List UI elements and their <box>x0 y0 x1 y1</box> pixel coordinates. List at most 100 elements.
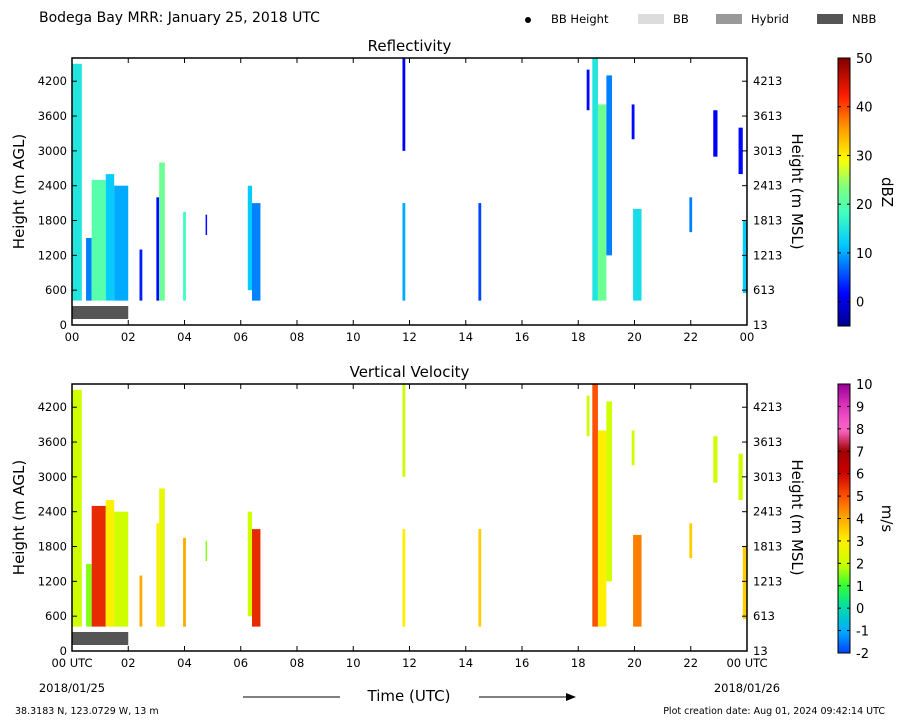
echo-cell <box>91 179 106 301</box>
legend-item: BB Height <box>525 12 609 26</box>
echo-cell <box>402 384 406 477</box>
echo-cell <box>606 401 612 582</box>
y-tick-label: 600 <box>45 283 67 297</box>
echo-cell <box>205 214 208 236</box>
y-tick-right-label: 4213 <box>753 74 782 88</box>
y-tick-label: 600 <box>45 609 67 623</box>
y-tick-right-label: 13 <box>753 318 768 332</box>
echo-cell <box>631 104 635 140</box>
y-tick-right-label: 1813 <box>753 540 782 554</box>
x-tick-label: 16 <box>515 330 530 344</box>
echo-cell <box>592 384 598 627</box>
x-tick-label: 00 UTC <box>51 656 92 670</box>
echo-cell <box>159 488 165 627</box>
y-tick-label: 0 <box>60 644 67 658</box>
echo-cell <box>72 389 82 627</box>
legend-item: BB <box>638 12 689 26</box>
figure-title: Bodega Bay MRR: January 25, 2018 UTC <box>39 10 320 26</box>
echo-cell <box>156 197 160 301</box>
colorbar-tick-label: 30 <box>856 149 873 164</box>
echo-cell <box>738 453 743 501</box>
y-tick-right-label: 1213 <box>753 248 782 262</box>
echo-cell <box>631 430 635 466</box>
y-axis-title: Height (m AGL) <box>10 460 28 575</box>
date-end-label: 2018/01/26 <box>714 681 780 695</box>
panel-title: Reflectivity <box>368 37 452 55</box>
location-label: 38.3183 N, 123.0729 W, 13 m <box>15 706 159 717</box>
colorbar-tick-label: 4 <box>856 513 864 528</box>
x-tick-label: 00 UTC <box>726 656 767 670</box>
y-tick-right-label: 613 <box>753 609 775 623</box>
echo-cell <box>86 563 92 627</box>
x-tick-label: 02 <box>121 330 136 344</box>
echo-cell <box>597 104 607 301</box>
echo-cell <box>402 529 406 627</box>
echo-cell <box>586 69 590 111</box>
legend-label: NBB <box>852 12 876 26</box>
echo-cell <box>742 546 747 620</box>
x-tick-label: 22 <box>683 330 698 344</box>
y-tick-right-label: 2413 <box>753 505 782 519</box>
echo-cell <box>252 529 261 627</box>
x-tick-label: 04 <box>177 330 192 344</box>
y-axis-title: Height (m AGL) <box>10 134 28 249</box>
date-start-label: 2018/01/25 <box>39 681 105 695</box>
legend-swatch <box>817 14 843 24</box>
colorbar-tick-label: 1 <box>856 580 864 595</box>
x-tick-label: 18 <box>571 656 586 670</box>
colorbar <box>837 57 851 327</box>
x-tick-label: 00 <box>740 330 755 344</box>
colorbar-label: dBZ <box>878 177 896 207</box>
colorbar-tick-label: 10 <box>856 378 873 393</box>
echo-cell <box>478 203 482 301</box>
bb-type-bar <box>72 632 129 645</box>
x-tick-label: 12 <box>402 330 417 344</box>
y-tick-label: 1800 <box>38 214 67 228</box>
colorbar-tick-label: 50 <box>856 52 873 67</box>
colorbar-tick-label: 10 <box>856 247 873 262</box>
x-tick-label: 18 <box>571 330 586 344</box>
colorbar-tick-label: 0 <box>856 296 864 311</box>
y-tick-right-label: 13 <box>753 644 768 658</box>
y-tick-right-label: 613 <box>753 283 775 297</box>
legend-label: BB Height <box>551 12 609 26</box>
plot-frame <box>71 57 748 326</box>
y-tick-label: 4200 <box>38 74 67 88</box>
y-tick-right-label: 1813 <box>753 214 782 228</box>
colorbar-tick-label: -2 <box>856 647 869 662</box>
bb-type-legend: BB Height BB Hybrid NBB <box>525 12 876 26</box>
legend-swatch <box>716 14 742 24</box>
echo-cell <box>247 185 252 291</box>
y-axis-title-right: Height (m MSL) <box>788 459 806 575</box>
echo-cell <box>252 203 261 301</box>
panel-title: Vertical Velocity <box>350 363 470 381</box>
colorbar-tick-label: 3 <box>856 535 864 550</box>
y-tick-label: 1200 <box>38 248 67 262</box>
legend-label: Hybrid <box>751 12 789 26</box>
echo-cell <box>738 127 743 175</box>
bb-type-bar <box>72 306 129 319</box>
echo-cell <box>402 58 406 151</box>
echo-cells <box>72 384 747 627</box>
x-axis-title: Time (UTC) <box>367 687 451 705</box>
y-tick-right-label: 3613 <box>753 435 782 449</box>
echo-cell <box>633 208 642 301</box>
creation-date-label: Plot creation date: Aug 01, 2024 09:42:1… <box>663 706 885 717</box>
colorbar-tick-label: 40 <box>856 101 873 116</box>
echo-cell <box>86 237 92 301</box>
x-tick-label: 22 <box>683 656 698 670</box>
echo-cell <box>159 162 165 301</box>
echo-cells <box>72 58 747 301</box>
echo-cell <box>597 430 607 627</box>
legend-label: BB <box>673 12 689 26</box>
plot-frame <box>71 383 748 652</box>
colorbar-tick-label: 6 <box>856 468 864 483</box>
echo-cell <box>105 174 115 301</box>
colorbar-tick-label: 7 <box>856 445 864 460</box>
echo-cell <box>139 249 143 301</box>
echo-cell <box>713 436 718 483</box>
y-tick-right-label: 1213 <box>753 574 782 588</box>
legend-item: Hybrid <box>716 12 789 26</box>
